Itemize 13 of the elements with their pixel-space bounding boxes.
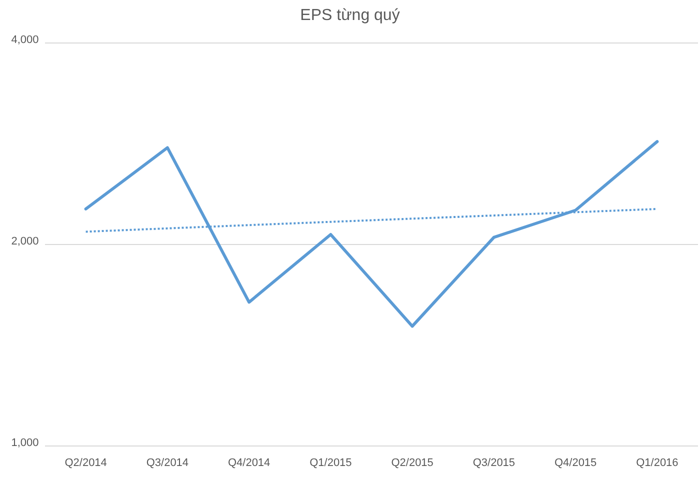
chart-title: EPS từng quý [300, 7, 400, 24]
x-tick-label: Q3/2015 [472, 456, 516, 469]
x-tick-label: Q4/2014 [228, 456, 270, 469]
x-tick-label: Q2/2014 [64, 456, 107, 469]
line-series [84, 140, 659, 328]
x-tick-label: Q1/2016 [636, 456, 678, 469]
x-tick-label: Q4/2015 [554, 456, 597, 469]
y-tick-label: 2,000 [11, 236, 39, 248]
x-tick-label: Q2/2015 [391, 456, 434, 469]
y-tick-label: 4,000 [11, 34, 39, 46]
y-tick-label: 1,000 [11, 437, 39, 449]
x-tick-label: Q1/2015 [310, 456, 352, 469]
x-tick-label: Q3/2014 [146, 456, 189, 469]
